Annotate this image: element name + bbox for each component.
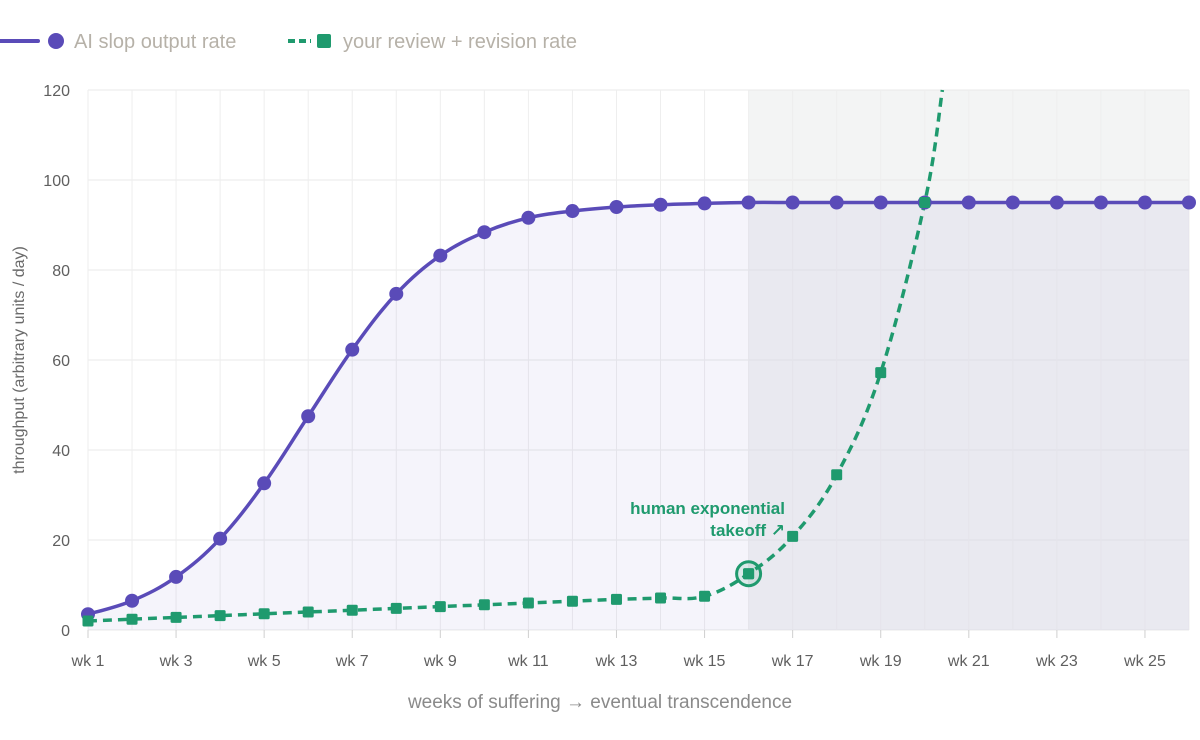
legend-square-marker-icon [317, 34, 331, 48]
ai-slop-point[interactable] [477, 225, 492, 240]
x-tick-label: wk 5 [247, 653, 281, 670]
ai-slop-point[interactable] [521, 210, 536, 225]
legend-item-ai-slop[interactable]: AI slop output rate [0, 31, 236, 53]
legend-item-review-rate[interactable]: your review + revision rate [288, 31, 577, 53]
ai-slop-point[interactable] [785, 195, 800, 210]
review-rate-point[interactable] [655, 592, 667, 604]
y-tick-label: 120 [43, 83, 70, 100]
ai-slop-point[interactable] [1005, 195, 1020, 210]
x-tick-label: wk 13 [595, 653, 638, 670]
review-rate-point[interactable] [831, 469, 843, 481]
x-tick-label: wk 7 [335, 653, 369, 670]
ai-slop-point[interactable] [653, 197, 668, 212]
legend-label-ai-slop: AI slop output rate [74, 31, 236, 53]
review-rate-point[interactable] [302, 606, 314, 618]
ai-slop-point[interactable] [697, 196, 712, 211]
review-rate-point[interactable] [610, 593, 622, 605]
review-rate-point[interactable] [566, 595, 578, 607]
x-tick-label: wk 25 [1123, 653, 1166, 670]
ai-slop-point[interactable] [257, 476, 272, 491]
y-tick-label: 60 [52, 353, 70, 370]
y-tick-label: 20 [52, 533, 70, 550]
review-rate-point[interactable] [258, 608, 270, 620]
review-rate-point[interactable] [126, 613, 138, 625]
ai-slop-point[interactable] [829, 195, 844, 210]
review-rate-point[interactable] [390, 602, 402, 614]
y-tick-label: 100 [43, 173, 70, 190]
ai-slop-point[interactable] [213, 531, 228, 546]
legend: AI slop output rate your review + revisi… [0, 31, 577, 53]
ai-slop-point[interactable] [125, 593, 140, 608]
review-rate-point[interactable] [170, 611, 182, 623]
ai-slop-point[interactable] [301, 409, 316, 424]
x-tick-label: wk 1 [71, 653, 105, 670]
ai-slop-point[interactable] [609, 200, 624, 214]
ai-slop-point[interactable] [961, 195, 976, 210]
annotation: human exponential takeoff ↗ [630, 499, 785, 540]
y-axis-title: throughput (arbitrary units / day) [11, 246, 28, 474]
annotation-line-2: takeoff ↗ [710, 521, 785, 540]
review-rate-point[interactable] [919, 197, 931, 208]
legend-label-review-rate: your review + revision rate [343, 31, 577, 53]
ai-slop-area [88, 202, 1189, 631]
x-tick-label: wk 9 [423, 653, 457, 670]
review-rate-point[interactable] [478, 599, 490, 611]
review-rate-point[interactable] [434, 601, 446, 613]
review-rate-line [87, 89, 945, 623]
ai-slop-point[interactable] [169, 569, 184, 584]
ai-slop-point[interactable] [1049, 195, 1064, 210]
legend-circle-marker-icon [48, 33, 64, 49]
y-tick-label: 40 [52, 443, 70, 460]
plot-area: 0 20 40 60 80 100 120 wk 1 wk 3 wk 5 wk 7 wk 9 wk 11… [43, 83, 1196, 670]
x-tick-label: wk 21 [947, 653, 990, 670]
review-rate-point[interactable] [875, 367, 887, 379]
review-rate-point[interactable] [214, 610, 226, 622]
ai-slop-point[interactable] [1182, 195, 1196, 210]
review-rate-point[interactable] [82, 615, 94, 627]
review-rate-point[interactable] [787, 530, 799, 542]
y-tick-label: 0 [61, 623, 70, 640]
y-tick-label: 80 [52, 263, 70, 280]
x-tick-label: wk 17 [771, 653, 814, 670]
x-tick-label: wk 15 [683, 653, 726, 670]
annotation-line-1: human exponential [630, 499, 785, 518]
review-rate-point[interactable] [522, 597, 534, 609]
ai-slop-point[interactable] [741, 195, 756, 210]
ai-slop-point[interactable] [433, 248, 448, 263]
x-tick-label: wk 3 [159, 653, 193, 670]
x-tick-label: wk 11 [507, 653, 549, 670]
ai-slop-point[interactable] [1137, 195, 1152, 210]
ai-slop-point[interactable] [873, 195, 888, 210]
ai-slop-point[interactable] [565, 204, 580, 219]
review-rate-point[interactable] [699, 590, 711, 602]
ai-slop-point[interactable] [1093, 195, 1108, 210]
x-tick-label: wk 19 [859, 653, 902, 670]
review-rate-point[interactable] [346, 604, 358, 616]
ai-slop-point[interactable] [345, 342, 360, 357]
ai-slop-point[interactable] [389, 286, 404, 301]
x-tick-label: wk 23 [1035, 653, 1078, 670]
highlighted-point[interactable] [743, 568, 755, 580]
x-axis-title: weeks of suffering → eventual transcende… [407, 692, 792, 713]
